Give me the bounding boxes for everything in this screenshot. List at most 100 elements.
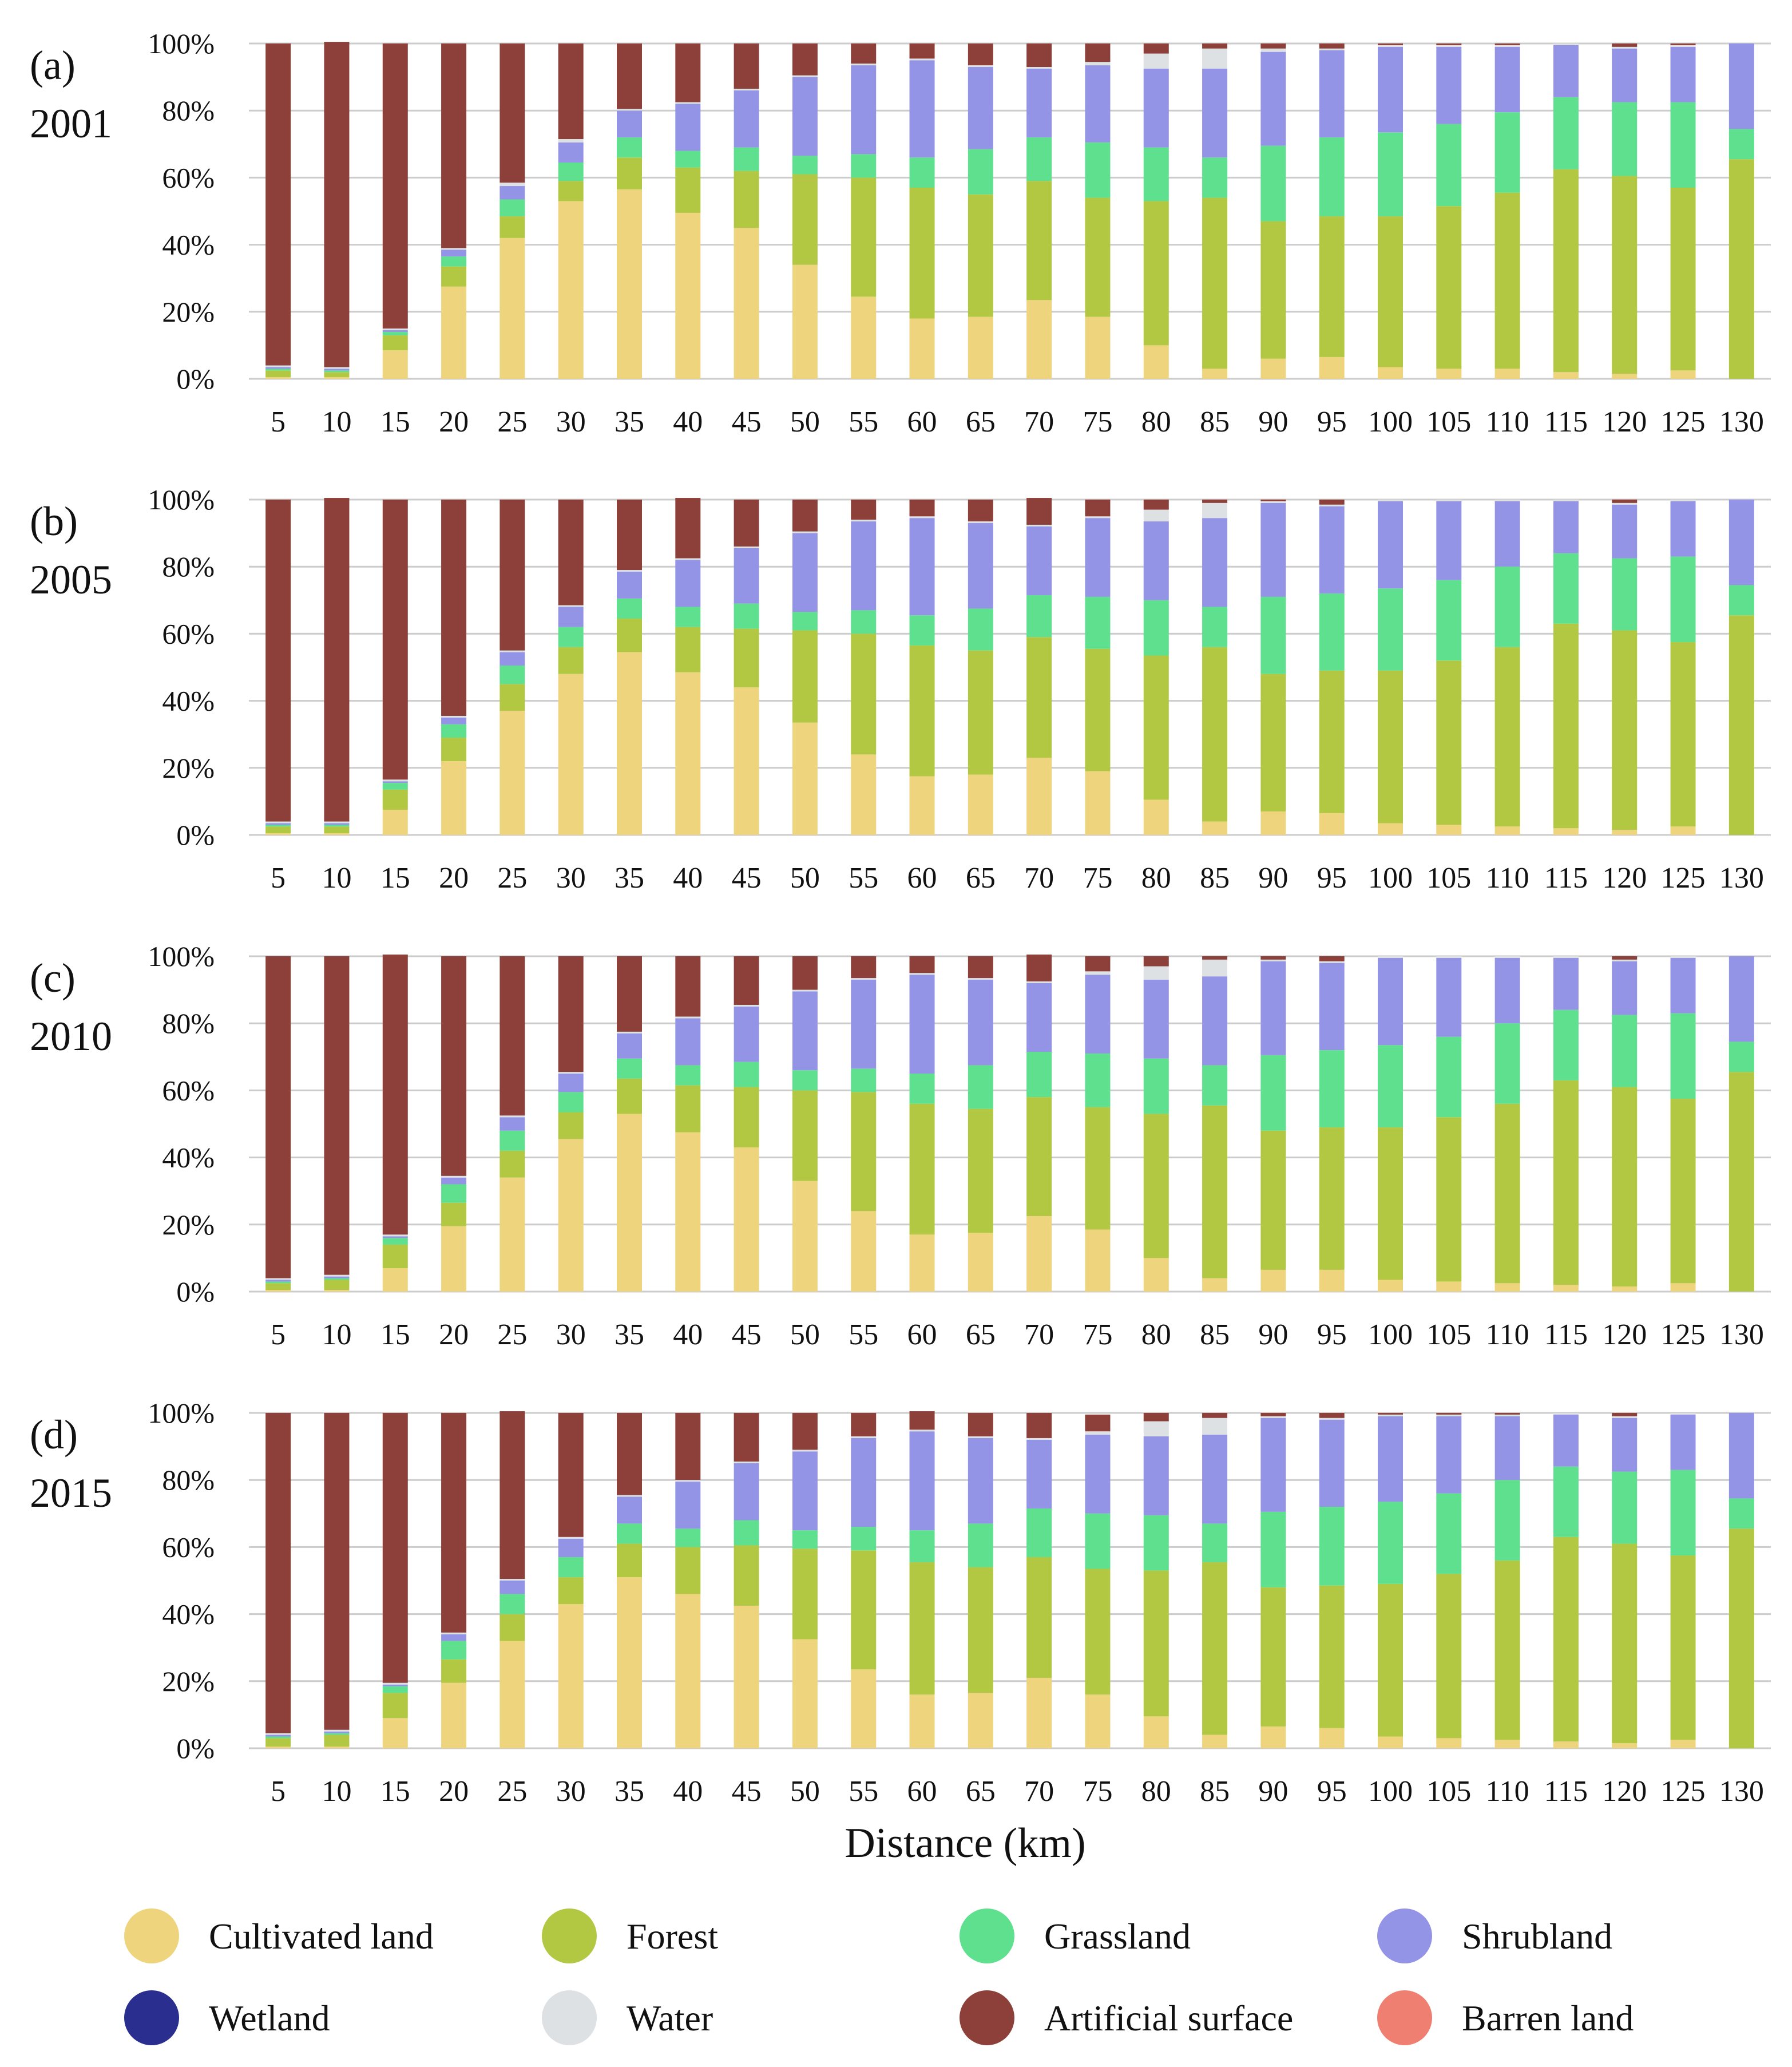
bar-segment-grassland [499,1130,525,1151]
bar-segment-forest [1143,1570,1169,1717]
bar-segment-cultivated [1553,1285,1579,1292]
bar-segment-cultivated [441,286,467,379]
bar-stack-85 [1202,956,1228,1292]
bar-stack-105 [1436,500,1462,835]
bar-segment-grassland [382,331,408,335]
bar-segment-forest [675,1085,701,1133]
bar-segment-forest [909,645,935,777]
bar-segment-grassland [1319,593,1345,671]
bar-segment-grassland [1612,558,1638,631]
bar-stack-45 [734,500,759,835]
bar-segment-forest [1612,1087,1638,1287]
bar-stack-90 [1260,1413,1286,1748]
bar-segment-water [968,65,993,68]
bar-segment-cultivated [617,1114,642,1292]
bar-segment-water [734,89,759,91]
bar-segment-shrubland [968,523,993,609]
bar-stack-110 [1494,43,1520,379]
bar-segment-cultivated [558,674,584,835]
bar-segment-cultivated [499,711,525,835]
bar-segment-grassland [324,1278,350,1280]
x-tick-label: 35 [614,1318,644,1351]
bar-segment-water [1670,500,1696,501]
bar-segment-artificial [441,500,467,716]
panel-year-label: 2001 [30,101,112,146]
bar-segment-water [1202,502,1228,518]
bar-segment-grassland [499,666,525,684]
bar-segment-cultivated [1494,1283,1520,1292]
y-tick-label: 80% [162,1464,215,1496]
bar-segment-artificial [617,500,642,571]
bar-segment-forest [792,1090,818,1181]
bar-segment-water [1670,956,1696,958]
bar-stack-120 [1612,1413,1638,1748]
bar-segment-forest [1143,655,1169,800]
bar-segment-water [617,109,642,111]
x-tick-label: 15 [380,862,410,894]
bar-segment-artificial [499,1411,525,1579]
bar-stack-130 [1728,1413,1754,1748]
bar-stack-20 [441,1413,467,1748]
bar-segment-water [499,650,525,652]
bar-stack-80 [1143,43,1169,379]
x-tick-label: 115 [1544,862,1588,894]
x-tick-label: 90 [1258,406,1288,438]
x-tick-label: 115 [1544,1775,1588,1808]
x-tick-label: 95 [1317,1318,1347,1351]
bar-segment-water [734,1004,759,1007]
bar-segment-forest [558,1112,584,1139]
bar-segment-shrubland [1143,1436,1169,1515]
bar-segment-cultivated [1260,1269,1286,1292]
bar-segment-grassland [909,157,935,188]
bar-segment-forest [324,1280,350,1290]
bar-segment-shrubland [1728,500,1754,585]
bar-stack-30 [558,43,584,379]
bar-segment-forest [1260,221,1286,359]
bar-segment-water [734,547,759,548]
bar-segment-shrubland [1612,48,1638,102]
bar-segment-forest [382,1693,408,1718]
bar-segment-water [617,1495,642,1497]
bar-segment-artificial [1026,1413,1052,1438]
bar-segment-shrubland [1612,504,1638,559]
bar-segment-cultivated [1378,823,1403,835]
bar-segment-artificial [1612,43,1638,47]
x-tick-label: 75 [1083,1318,1112,1351]
x-tick-label: 20 [439,1775,469,1808]
bar-segment-water [792,1450,818,1452]
bar-segment-grassland [909,1074,935,1104]
bar-segment-artificial [324,42,350,367]
bar-stack-10 [324,1413,350,1748]
legend-swatch [542,1908,597,1963]
bar-segment-artificial [558,500,584,605]
x-tick-label: 130 [1719,862,1764,894]
bar-segment-cultivated [441,761,467,835]
bar-segment-water [441,1175,467,1178]
bar-segment-artificial [1612,500,1638,503]
bar-segment-grassland [1026,1508,1052,1557]
bar-segment-cultivated [382,1268,408,1292]
bar-segment-forest [1026,1097,1052,1217]
bar-segment-artificial [558,956,584,1072]
bar-segment-cultivated [499,1641,525,1748]
bar-segment-cultivated [558,1604,584,1748]
panel-2015: 0% 20% 40% 60% 80% 100% (d) 2015 5 10 15 20 25 30 35 40… [30,1397,1771,1808]
bar-segment-forest [734,1087,759,1148]
x-tick-label: 120 [1602,406,1647,438]
x-tick-label: 35 [614,862,644,894]
bar-segment-grassland [617,1058,642,1079]
bar-segment-shrubland [675,1018,701,1066]
legend-label: Wetland [209,1998,330,2038]
bar-segment-grassland [441,1641,467,1660]
bar-segment-grassland [1612,102,1638,176]
x-tick-label: 60 [907,1775,937,1808]
legend-label: Water [627,1998,713,2038]
bar-segment-shrubland [1085,65,1111,142]
bar-segment-water [1260,1416,1286,1418]
bar-segment-artificial [617,956,642,1032]
bar-segment-cultivated [1378,1736,1403,1748]
bar-stack-55 [851,43,877,379]
bar-segment-cultivated [1026,1677,1052,1748]
bar-segment-forest [1728,1072,1754,1292]
bar-segment-water [558,1072,584,1074]
